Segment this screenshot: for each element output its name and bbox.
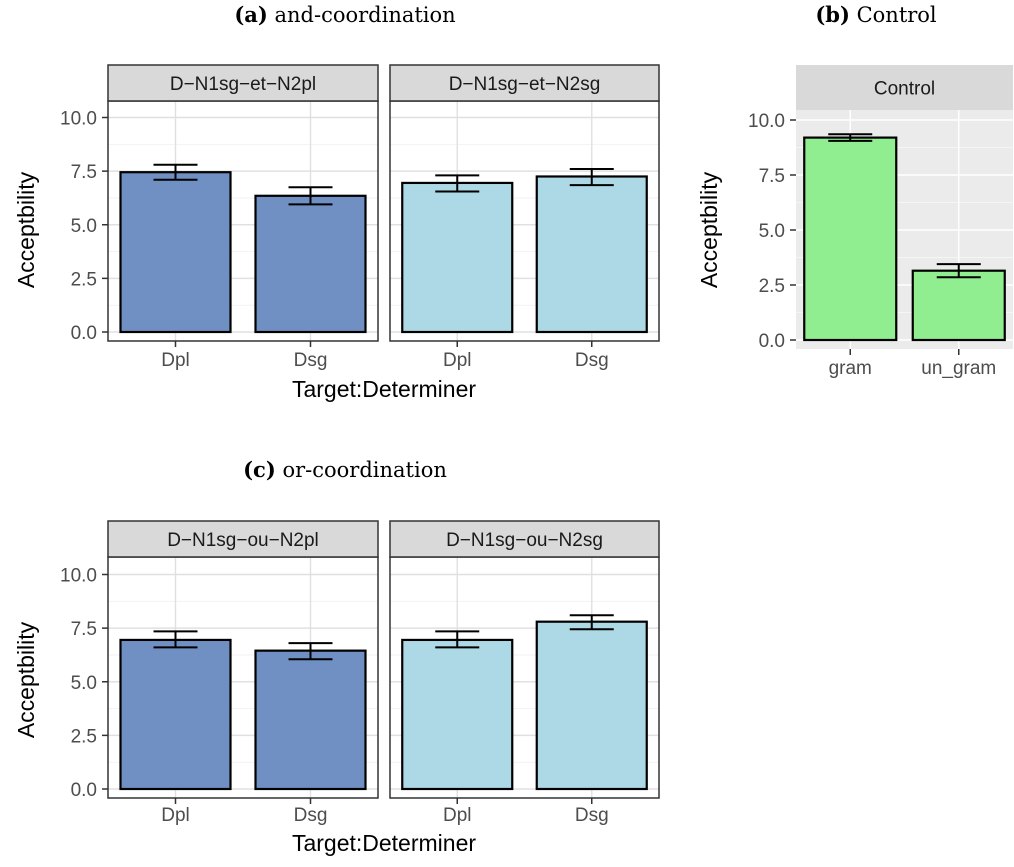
y-axis-title: Acceptbility (696, 171, 722, 288)
chart-b: (b) Control gram un_gram Control 0.0 2.5 5.0 7.… (696, 2, 1013, 379)
chart-title: (b) Control (815, 2, 937, 27)
facet-strip-label: Control (874, 79, 935, 100)
bar (401, 181, 514, 334)
x-tick-label: Dpl (161, 350, 190, 371)
y-tick-label: 7.5 (71, 162, 97, 183)
bar (535, 620, 648, 791)
x-tick-label: un_gram (921, 358, 996, 379)
bar (401, 638, 514, 791)
bar (911, 269, 1006, 342)
panel-title: or-coordination (282, 458, 446, 482)
bar (254, 649, 367, 791)
panel-title: and-coordination (274, 3, 455, 27)
y-tick-label: 10.0 (748, 111, 785, 132)
facet-panel: Dpl Dsg D−N1sg−ou−N2pl (107, 520, 379, 826)
bar (119, 171, 232, 334)
facet-strip (389, 64, 660, 102)
panel-label: (a) (234, 2, 267, 27)
y-tick-label: 2.5 (759, 276, 785, 297)
x-tick-label: Dsg (294, 350, 328, 371)
x-tick-label: Dsg (575, 805, 609, 826)
y-axis-title: Acceptbility (13, 621, 39, 738)
y-tick-label: 0.0 (71, 323, 97, 344)
bar (254, 194, 367, 334)
x-axis-title: Target:Determiner (292, 376, 476, 402)
facet-strip (389, 520, 660, 558)
bar (535, 175, 648, 334)
y-tick-label: 7.5 (759, 166, 785, 187)
y-tick-label: 7.5 (71, 619, 97, 640)
x-tick-label: Dpl (443, 350, 472, 371)
y-tick-label: 0.0 (759, 331, 785, 352)
y-tick-label: 10.0 (60, 109, 97, 130)
facet-strip-label: D−N1sg−et−N2pl (170, 74, 316, 95)
x-axis-title: Target:Determiner (292, 830, 476, 856)
facet-strip (107, 520, 379, 558)
y-tick-label: 2.5 (71, 269, 97, 290)
x-tick-label: Dsg (294, 805, 328, 826)
y-tick-label: 2.5 (71, 726, 97, 747)
chart-title: (a) and-coordination (234, 2, 455, 27)
facet-strip-label: D−N1sg−et−N2sg (449, 74, 601, 95)
facet-panel: Dpl Dsg D−N1sg−et−N2sg (389, 64, 660, 371)
y-tick-label: 5.0 (71, 216, 97, 237)
y-tick-label: 5.0 (71, 673, 97, 694)
y-tick-label: 5.0 (759, 221, 785, 242)
facet-strip (107, 64, 379, 102)
panel-title: Control (857, 3, 937, 27)
facet-strip-label: D−N1sg−ou−N2pl (167, 530, 319, 551)
facet-panel: Dpl Dsg D−N1sg−ou−N2sg (389, 520, 660, 826)
chart-title: (c) or-coordination (243, 457, 447, 482)
x-tick-label: Dpl (443, 805, 472, 826)
panel-label: (b) (815, 2, 850, 27)
bar (803, 136, 898, 342)
facet-strip-label: D−N1sg−ou−N2sg (446, 530, 603, 551)
x-tick-label: Dsg (575, 350, 609, 371)
chart-a: (a) and-coordination Dpl Dsg D−N1sg−et−N2pl… (13, 2, 660, 402)
facet-panel: Dpl Dsg D−N1sg−et−N2pl (107, 64, 379, 371)
facet-strip (796, 65, 1013, 110)
x-tick-label: gram (829, 358, 872, 379)
y-axis-title: Acceptbility (13, 171, 39, 288)
y-tick-label: 10.0 (60, 566, 97, 587)
x-tick-label: Dpl (161, 805, 190, 826)
facet-panel: gram un_gram Control (796, 65, 1013, 379)
bar (119, 638, 232, 791)
y-tick-label: 0.0 (71, 780, 97, 801)
panel-label: (c) (243, 457, 276, 482)
